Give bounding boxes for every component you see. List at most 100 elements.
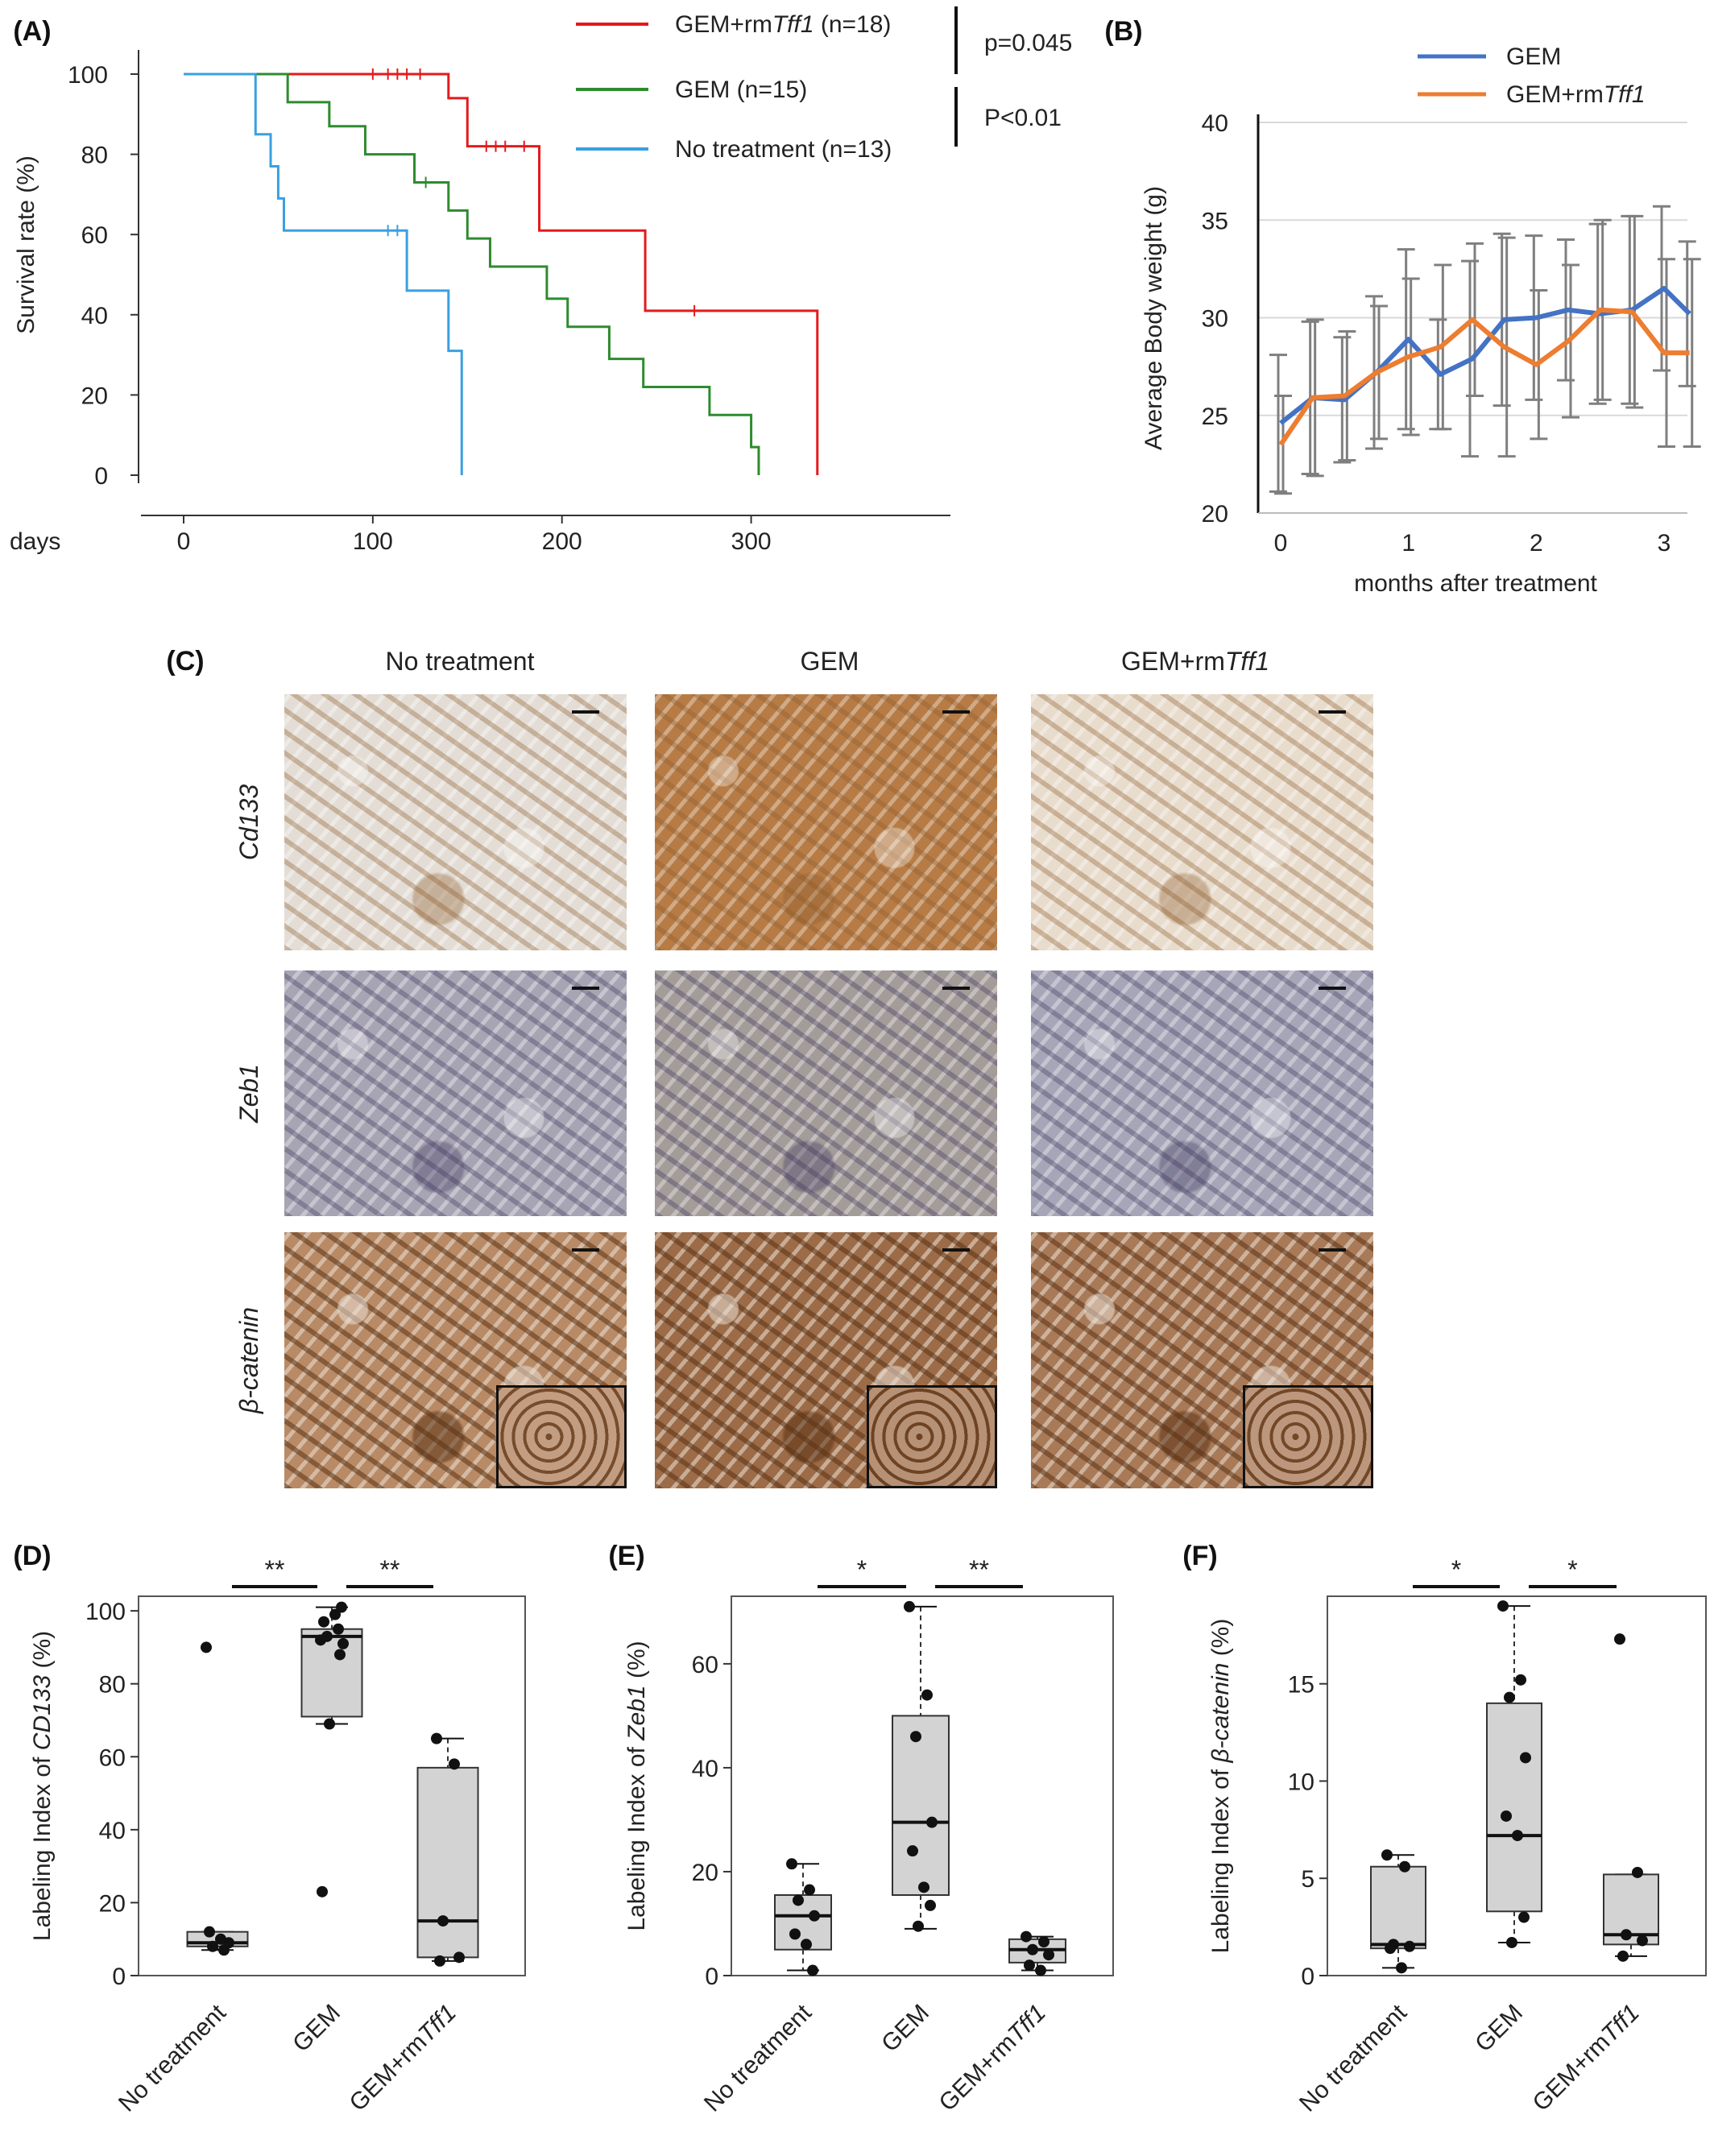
f-data-point [1381,1849,1393,1861]
f-data-point [1501,1810,1512,1822]
d-data-point [431,1732,442,1744]
d-category-label-0: No treatment [114,1999,231,2117]
f-data-point [1515,1674,1526,1686]
d-y-tick-label-text: 0 [112,1964,126,1990]
a-x-tick-label-text: 200 [542,528,582,555]
d-data-point [215,1933,226,1945]
f-data-point [1617,1950,1629,1962]
f-data-point [1404,1940,1415,1952]
a-y-tick-label: 80 [81,143,108,169]
c-column-header-1-text: GEM [801,647,859,676]
e-data-point [807,1964,818,1976]
d-significance-label-1: ** [380,1555,400,1584]
d-data-point [449,1758,460,1770]
scale-bar [572,1248,599,1252]
d-data-point [453,1951,465,1964]
c-row-label-0: Cd133 [234,784,263,861]
d-y-tick-label-text: 60 [99,1744,126,1771]
f-y-tick-label-text: 0 [1301,1964,1314,1990]
e-y-axis-title-prefix: Labeling Index of [623,1740,650,1931]
f-data-point [1396,1962,1407,1974]
b-x-tick-label: 3 [1658,530,1671,557]
f-data-point [1399,1860,1410,1873]
panel-label-e: (E) [608,1541,644,1571]
d-y-axis-title-suffix: (%) [29,1631,56,1675]
e-data-point [1027,1943,1038,1955]
histology-image [1031,694,1373,950]
a-y-tick-label-text: 100 [68,62,108,89]
b-y-axis-title: Average Body weight (g) [1141,186,1167,450]
f-y-tick-label: 0 [1301,1964,1314,1990]
d-data-point [317,1885,328,1897]
histology-image [284,970,627,1216]
f-significance-label-0-text: * [1451,1555,1461,1584]
histology-image [655,694,997,950]
e-data-point [921,1689,933,1701]
f-y-tick-label-text: 5 [1301,1866,1314,1893]
e-data-point [910,1731,921,1743]
d-y-tick-label: 0 [112,1964,126,1990]
d-data-point [334,1649,346,1661]
f-y-tick-label: 10 [1288,1769,1314,1795]
d-data-point [321,1630,333,1642]
f-category-label-1: GEM [1470,2000,1528,2058]
e-data-point [1043,1949,1054,1961]
e-category-label-0: No treatment [699,1999,817,2117]
a-legend-label-text: No treatment (n=13) [675,136,892,163]
e-category-label-1: GEM [876,2000,934,2058]
d-category-label-text: GEM+rm [345,2029,433,2117]
e-significance-label-0-text: * [857,1555,867,1584]
a-series-line-0 [184,72,819,475]
b-legend-label-0: GEM [1506,43,1561,70]
d-y-tick-label: 40 [99,1818,126,1844]
panel-c-histology: No treatment GEM GEM+rmTff1 Cd133 Zeb1 β-cate… [234,647,1269,1414]
e-data-point [1021,1930,1032,1943]
a-legend-label-2: No treatment (n=13) [675,136,892,163]
e-category-label-2: GEM+rmTff1 [934,2000,1051,2117]
e-data-point [907,1845,918,1857]
a-y-tick-label: 40 [81,303,108,329]
e-y-axis-title: Labeling Index of Zeb1 (%) [623,1641,650,1930]
scale-bar [1319,987,1346,990]
scale-bar [942,987,970,990]
d-box-1 [300,1628,363,1718]
b-legend-label-italic: Tff1 [1604,81,1646,108]
d-data-point [337,1637,349,1649]
scale-bar [942,710,970,714]
e-y-tick-label-text: 0 [705,1964,718,1990]
f-data-point [1497,1600,1509,1612]
d-y-tick-label: 20 [99,1890,126,1917]
f-data-point [1512,1830,1523,1842]
c-column-header-2-italic: Tff1 [1225,647,1269,676]
magnified-inset [867,1385,997,1488]
panel-label-b-text: (B) [1104,16,1142,47]
e-y-tick-label: 40 [692,1756,718,1782]
b-x-tick-label: 2 [1530,530,1543,557]
a-x-tick-label: 100 [353,528,393,555]
a-legend-label-counts: (n=18) [814,11,892,38]
a-x-tick-label-text: 100 [353,528,393,555]
f-data-point [1518,1911,1530,1923]
d-data-point [318,1616,329,1628]
f-y-tick-label: 5 [1301,1866,1314,1893]
d-category-label-1: GEM [288,2000,346,2058]
b-y-tick-label-text: 35 [1202,208,1228,234]
scale-bar [572,710,599,714]
f-data-point [1520,1752,1531,1764]
panel-e-boxplot: 0 20 40 60 Labeling Index of Zeb1 (%) No trea… [623,1555,1114,2117]
panel-label-c-text: (C) [166,646,204,677]
d-y-tick-label: 80 [99,1672,126,1699]
b-legend-label-text: GEM [1506,43,1561,70]
a-y-tick-label-text: 80 [81,143,108,169]
e-category-label-text: GEM+rm [934,2029,1022,2117]
e-data-point [1038,1936,1050,1948]
b-series-line-1 [1278,307,1690,446]
a-legend-label-text: GEM (n=15) [675,77,807,103]
f-category-label-text: GEM [1470,2000,1528,2058]
panel-label-a-text: (A) [13,16,51,47]
panel-b-bodyweight-chart: 20 25 30 35 40 0 1 2 3 months after treatment Aver… [1141,43,1701,597]
f-significance-label-1: * [1567,1555,1577,1584]
d-y-tick-label: 60 [99,1744,126,1771]
a-legend-label-italic: Tff1 [772,11,814,38]
panel-label-a: (A) [13,16,51,47]
